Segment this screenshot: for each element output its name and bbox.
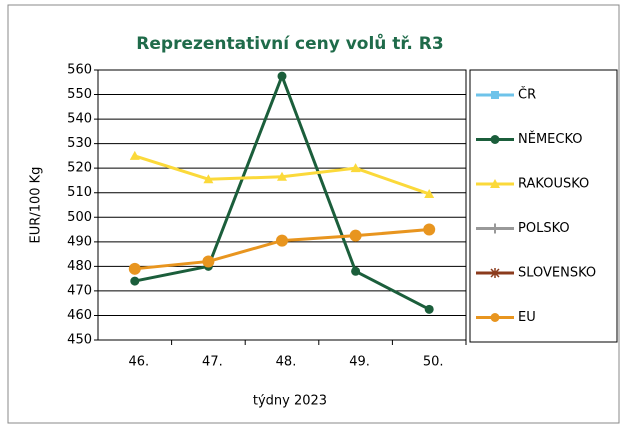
- y-tick-label: 540: [67, 112, 92, 127]
- marker: [203, 174, 214, 184]
- legend-label: SLOVENSKO: [518, 266, 596, 281]
- y-tick-label: 460: [67, 308, 92, 323]
- marker: [128, 262, 141, 275]
- y-tick-label: 470: [67, 283, 92, 298]
- y-tick-label: 500: [67, 210, 92, 225]
- chart-frame: [7, 4, 620, 424]
- legend-label: NĚMECKO: [518, 131, 583, 147]
- marker: [202, 255, 215, 268]
- x-tick-label: 50.: [423, 355, 444, 370]
- x-tick-label: 49.: [349, 355, 370, 370]
- y-tick-label: 520: [67, 161, 92, 176]
- legend-label: EU: [518, 310, 536, 325]
- marker: [276, 234, 288, 247]
- y-tick-label: 510: [67, 185, 92, 200]
- legend-box: [469, 69, 618, 343]
- marker: [424, 188, 435, 198]
- marker: [490, 268, 500, 278]
- x-tick-label: 47.: [202, 355, 223, 370]
- marker: [277, 171, 287, 181]
- y-axis-label: EUR/100 Kg: [29, 167, 44, 244]
- marker: [491, 91, 499, 99]
- marker: [490, 313, 500, 322]
- marker: [350, 163, 361, 173]
- y-tick-label: 560: [67, 63, 92, 78]
- legend-label: RAKOUSKO: [518, 177, 589, 192]
- y-tick-label: 480: [67, 259, 92, 274]
- legend-label: ČR: [518, 87, 536, 103]
- marker: [490, 179, 500, 188]
- marker: [349, 229, 362, 242]
- legend-label: POLSKO: [518, 221, 570, 236]
- marker: [277, 71, 287, 81]
- y-tick-label: 530: [67, 136, 92, 151]
- chart-title: Reprezentativní ceny volů tř. R3: [136, 32, 443, 54]
- marker: [490, 223, 500, 234]
- x-tick-label: 46.: [128, 355, 149, 370]
- marker: [490, 135, 500, 144]
- y-tick-label: 550: [67, 87, 92, 102]
- x-tick-label: 48.: [276, 355, 297, 370]
- x-axis-label: týdny 2023: [253, 394, 327, 409]
- y-tick-label: 490: [67, 234, 92, 249]
- marker: [424, 304, 434, 314]
- marker: [423, 223, 436, 236]
- marker: [129, 150, 140, 160]
- marker: [351, 266, 361, 276]
- marker: [130, 276, 140, 286]
- y-tick-label: 450: [67, 333, 92, 348]
